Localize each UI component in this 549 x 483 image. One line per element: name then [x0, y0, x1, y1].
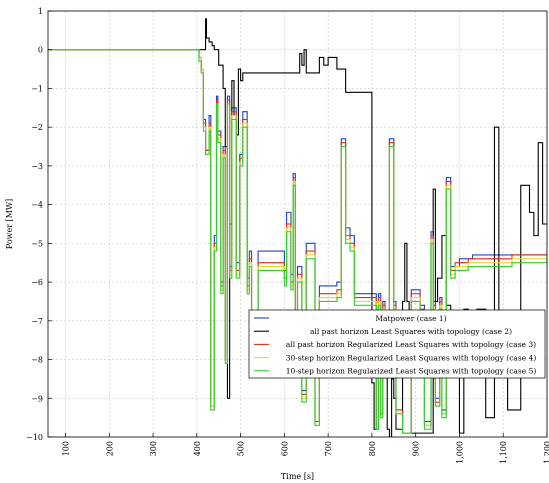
y-tick-label: −10: [26, 433, 43, 442]
series-line-case-3: [48, 49, 547, 434]
legend-label: all past horizon Least Squares with topo…: [310, 327, 512, 336]
x-tick-label: 500: [237, 441, 246, 456]
y-tick-label: −2: [31, 123, 43, 132]
x-tick-label: 700: [324, 441, 333, 456]
axis-ticks: 1 0 −1 −2 −3 −4 −5 −6 −7 −8 −9 −10 100 200 300 400 500 60…: [26, 7, 549, 464]
y-tick-label: −9: [31, 394, 43, 403]
legend-box: [248, 309, 546, 379]
legend-label: 30-step horizon Regularized Least Square…: [286, 353, 537, 362]
x-tick-label: 600: [280, 441, 289, 456]
y-axis-label: Power [MW]: [5, 199, 14, 249]
y-tick-label: −7: [31, 317, 43, 326]
y-tick-label: −5: [31, 239, 43, 248]
y-tick-label: −6: [31, 278, 43, 287]
x-tick-label: 800: [368, 441, 377, 456]
x-axis-label: Time [s]: [281, 472, 314, 481]
x-tick-label: 1,100: [499, 441, 508, 464]
x-tick-label: 900: [412, 441, 421, 456]
x-tick-label: 300: [149, 441, 158, 456]
x-tick-label: 200: [105, 441, 114, 456]
x-tick-label: 100: [62, 441, 71, 456]
legend-label: 10-step horizon Regularized Least Square…: [286, 367, 537, 376]
y-tick-label: −8: [31, 356, 43, 365]
x-tick-label: 400: [193, 441, 202, 456]
series-line-case-5: [48, 49, 547, 434]
y-tick-label: −3: [31, 162, 43, 171]
y-tick-label: 1: [38, 7, 43, 16]
legend: Matpower (case 1) all past horizon Least …: [248, 309, 546, 379]
legend-label: Matpower (case 1): [375, 314, 446, 323]
y-tick-label: 0: [38, 46, 43, 55]
y-tick-label: −4: [31, 201, 43, 210]
legend-label: all past horizon Regularized Least Squar…: [286, 340, 536, 349]
y-tick-label: −1: [31, 84, 43, 93]
plot-frame: [47, 10, 548, 438]
x-tick-label: 1,000: [455, 441, 464, 464]
x-tick-label: 1,200: [543, 441, 549, 464]
